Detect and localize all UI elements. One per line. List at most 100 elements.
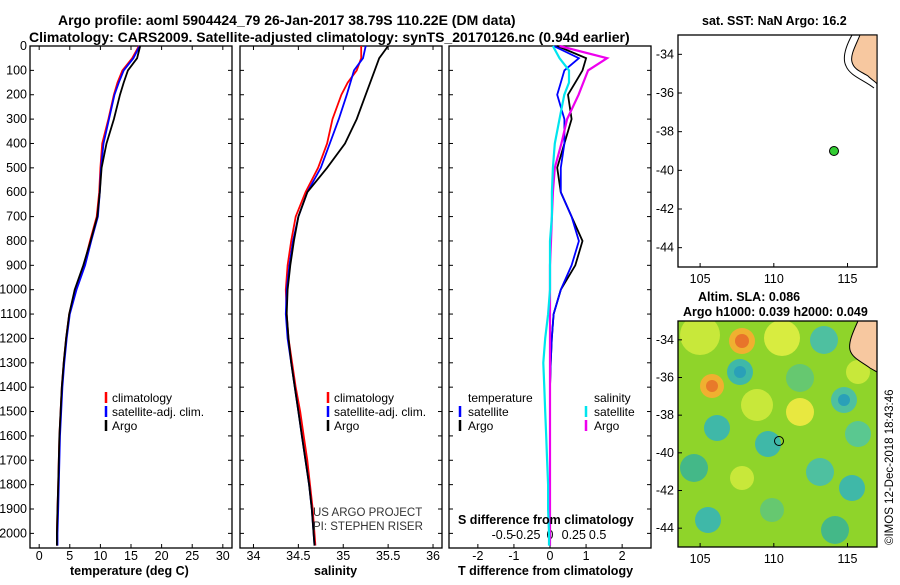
depth-tick-label: 1800 — [0, 478, 27, 492]
sst-map-axes: 105 110 115 -34 -36 -38 -40 -42 -44 — [656, 47, 858, 286]
depth-tick-label: 1300 — [0, 356, 27, 370]
x-tick-label: 0 — [36, 549, 43, 563]
sla-map-axes: 105 110 115 -34 -36 -38 -40 -42 -44 — [656, 333, 858, 566]
s-tick-label: -0.5 — [492, 528, 514, 542]
x-tick-label: 2 — [619, 549, 626, 563]
depth-tick-label: 1200 — [0, 331, 27, 345]
legend-argo-label: Argo — [112, 419, 138, 433]
x-tick-label: 15 — [124, 549, 138, 563]
sst-map-float-marker — [829, 146, 839, 156]
salinity-series — [284, 45, 389, 546]
depth-tick-label: 1500 — [0, 405, 27, 419]
sst-map-land — [851, 35, 877, 85]
depth-tick-label: 0 — [20, 39, 27, 53]
x-tick-label: 35 — [336, 549, 350, 563]
depth-tick-label: 400 — [6, 136, 27, 150]
depth-tick-label: 1600 — [0, 429, 27, 443]
map-x-tick-label: 105 — [690, 552, 711, 566]
map-x-tick-label: 105 — [690, 272, 711, 286]
temperature-axis-label: temperature (deg C) — [70, 564, 189, 578]
depth-tick-label: 500 — [6, 161, 27, 175]
map-y-tick-label: -38 — [656, 125, 674, 139]
sla-map-land — [849, 321, 877, 373]
temperature-x-axis: 0 5 10 15 20 25 30 — [36, 46, 230, 563]
map-x-tick-label: 110 — [764, 552, 784, 566]
sla-map-field — [680, 321, 871, 544]
temperature-panel-frame — [29, 45, 233, 549]
sst-map-title: sat. SST: NaN Argo: 16.2 — [702, 14, 847, 28]
legend-clim-label: climatology — [334, 391, 394, 405]
map-y-tick-label: -34 — [656, 333, 674, 347]
temperature-argo-line — [56, 45, 142, 546]
sla-map-float-marker — [774, 436, 784, 446]
depth-tick-label: 1400 — [0, 380, 27, 394]
sla-map-title-1: Altim. SLA: 0.086 — [698, 290, 800, 304]
depth-tick-label: 1000 — [0, 283, 27, 297]
depth-tick-label: 1900 — [0, 502, 27, 516]
salinity-panel-frame — [239, 45, 443, 549]
depth-tick-label: 200 — [6, 88, 27, 102]
sla-map-frame — [677, 320, 878, 548]
legend-t-sat-label: satellite — [468, 405, 509, 419]
s-difference-axis-label: S difference from climatology — [458, 513, 634, 527]
depth-tick-label: 100 — [6, 63, 27, 77]
legend-t-argo-label: Argo — [468, 419, 494, 433]
temperature-sat-line — [56, 45, 141, 546]
map-y-tick-label: -44 — [656, 241, 674, 255]
legend-clim-label: climatology — [112, 391, 172, 405]
header-line-2: Climatology: CARS2009. Satellite-adjuste… — [29, 29, 630, 45]
map-x-tick-label: 110 — [764, 272, 784, 286]
legend-temperature-heading: temperature — [468, 391, 533, 405]
credit-line-2: PI: STEPHEN RISER — [313, 521, 423, 533]
s-tick-label: 0.25 — [562, 528, 586, 542]
depth-tick-label: 800 — [6, 234, 27, 248]
salinity-argo-line — [285, 45, 389, 546]
legend-sat-label: satellite-adj. clim. — [334, 405, 426, 419]
x-tick-label: 34 — [247, 549, 261, 563]
legend-sat-label: satellite-adj. clim. — [112, 405, 204, 419]
depth-tick-label: 600 — [6, 185, 27, 199]
salinity-x-axis: 34 34.5 35 35.5 36 — [247, 46, 440, 563]
temperature-clim-line — [56, 45, 140, 546]
x-tick-label: 36 — [426, 549, 440, 563]
x-tick-label: 5 — [66, 549, 73, 563]
x-tick-label: 25 — [185, 549, 199, 563]
map-y-tick-label: -40 — [656, 446, 674, 460]
legend-s-sat-label: satellite — [594, 405, 635, 419]
x-tick-label: 0 — [547, 549, 554, 563]
legend-s-argo-label: Argo — [594, 419, 620, 433]
s-tick-label: 0.5 — [589, 528, 606, 542]
difference-series — [542, 44, 610, 546]
x-tick-label: 10 — [93, 549, 107, 563]
depth-tick-label: 1100 — [0, 307, 27, 321]
header-line-1: Argo profile: aoml 5904424_79 26-Jan-201… — [58, 12, 516, 28]
map-y-tick-label: -42 — [656, 484, 674, 498]
depth-tick-label: 1700 — [0, 453, 27, 467]
map-y-tick-label: -36 — [656, 86, 674, 100]
sst-map-coast-contour — [843, 35, 875, 89]
sla-map-title-2: Argo h1000: 0.039 h2000: 0.049 — [683, 305, 868, 319]
sst-map-frame — [677, 34, 878, 268]
x-tick-label: 35.5 — [376, 549, 400, 563]
map-y-tick-label: -44 — [656, 521, 674, 535]
map-x-tick-label: 115 — [838, 552, 858, 566]
salinity-clim-line — [284, 46, 363, 546]
temperature-legend: climatology satellite-adj. clim. Argo — [104, 391, 204, 433]
imos-stamp: ©IMOS 12-Dec-2018 18:43:46 — [884, 389, 896, 545]
t-diff-satellite-line — [549, 45, 581, 546]
map-y-tick-label: -36 — [656, 371, 674, 385]
x-tick-label: -1 — [508, 549, 519, 563]
map-x-tick-label: 115 — [838, 272, 858, 286]
depth-tick-label: 300 — [6, 112, 27, 126]
temperature-series — [56, 45, 142, 546]
legend-argo-label: Argo — [334, 419, 360, 433]
s-tick-label: -0.25 — [512, 528, 541, 542]
depth-tick-label: 2000 — [0, 526, 27, 540]
sla-map — [677, 320, 878, 548]
salinity-sat-line — [284, 45, 367, 546]
sst-map — [677, 34, 878, 268]
salinity-legend: climatology satellite-adj. clim. Argo — [326, 391, 426, 433]
t-diff-argo-line — [549, 45, 588, 546]
map-y-tick-label: -38 — [656, 408, 674, 422]
